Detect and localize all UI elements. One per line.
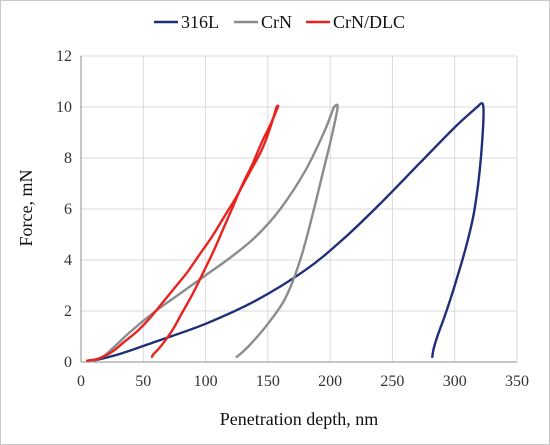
grid xyxy=(81,55,518,362)
series-group xyxy=(86,102,485,362)
y-tick-label: 0 xyxy=(64,354,72,371)
y-tick-label: 2 xyxy=(64,303,72,320)
series-line-316l-loading xyxy=(92,105,479,362)
legend-label-crn: CrN xyxy=(261,12,292,32)
legend-label-316l: 316L xyxy=(181,12,219,32)
x-tick-label: 150 xyxy=(256,373,280,390)
x-tick-label: 50 xyxy=(135,373,151,390)
x-tick-label: 100 xyxy=(194,373,218,390)
legend: 316L CrN CrN/DLC xyxy=(154,12,405,32)
series-line-crn-dlc-loading xyxy=(86,105,278,362)
x-tick-label: 0 xyxy=(77,373,85,390)
series-line-crn-loading xyxy=(92,105,336,362)
y-tick-label: 4 xyxy=(64,252,72,269)
x-tick-label: 250 xyxy=(380,373,404,390)
y-tick-label: 6 xyxy=(64,201,72,218)
x-tick-label: 200 xyxy=(318,373,342,390)
series-line-crn-dlc-unloading xyxy=(150,104,280,359)
y-tick-label: 12 xyxy=(56,48,72,65)
y-axis-title: Force, mN xyxy=(16,170,36,247)
axes: 0 50 100 150 200 250 300 350 0 2 4 6 8 10 12 xyxy=(56,48,529,390)
x-tick-label: 300 xyxy=(443,373,467,390)
x-axis-title: Penetration depth, nm xyxy=(220,409,378,429)
y-tick-label: 10 xyxy=(56,99,72,116)
y-tick-label: 8 xyxy=(64,150,72,167)
series-line-crn-unloading xyxy=(235,103,339,359)
series-line-316l-unloading xyxy=(431,102,485,359)
legend-label-crn-dlc: CrN/DLC xyxy=(333,12,405,32)
x-tick-label: 350 xyxy=(505,373,529,390)
